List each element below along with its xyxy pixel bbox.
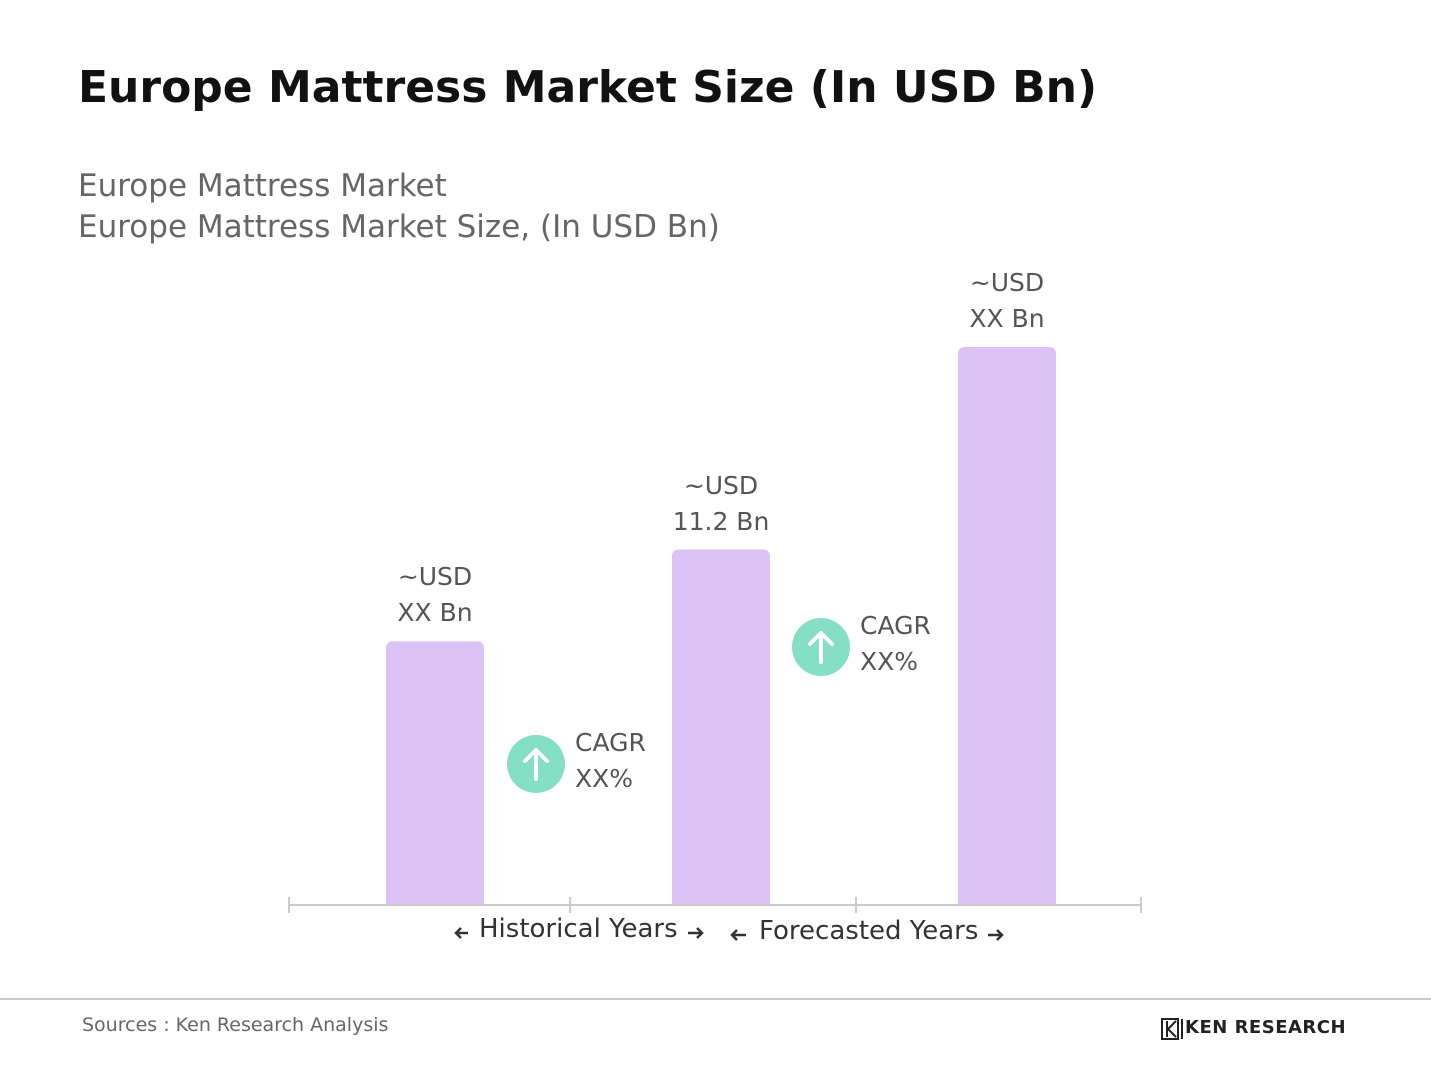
value-label: ~USD 11.2 Bn: [672, 470, 770, 536]
chart-title: Europe Mattress Market Size (In USD Bn): [78, 62, 1098, 113]
bar: [386, 641, 484, 904]
cagr-label: CAGR XX%: [575, 728, 646, 793]
source: Sources : Ken Research Analysis: [82, 1014, 389, 1036]
cagr-arrow: [523, 748, 549, 781]
bar: [958, 347, 1056, 904]
cagr-label: CAGR XX%: [860, 611, 931, 676]
x-group-label: Historical Years: [479, 914, 678, 944]
subtitle: Europe Mattress Market Size, (In USD Bn): [78, 209, 720, 245]
subtitle: Europe Mattress Market: [78, 168, 447, 204]
logo-mark: [1161, 1018, 1183, 1040]
value-label: ~USD XX Bn: [397, 562, 473, 628]
x-group-label: Forecasted Years: [759, 916, 979, 946]
logo: KEN RESEARCH: [1185, 1017, 1347, 1038]
arrows: [454, 927, 1004, 941]
value-label: ~USD XX Bn: [969, 268, 1045, 333]
cagr-arrow: [808, 631, 834, 664]
bar: [672, 549, 770, 904]
